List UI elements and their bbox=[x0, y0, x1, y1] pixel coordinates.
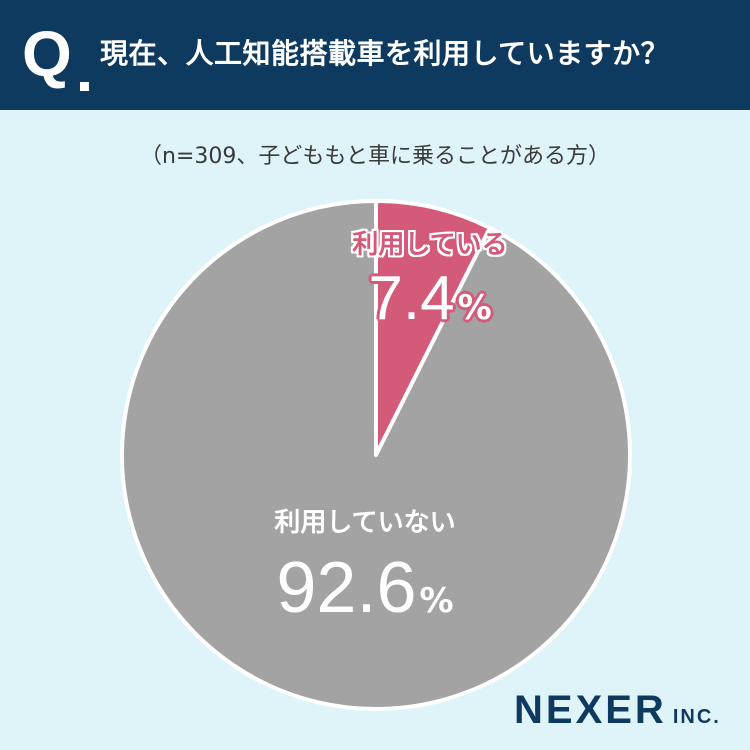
pie-slice-using bbox=[374, 199, 492, 457]
slice-label-not-using-value: 92.6% bbox=[276, 548, 454, 628]
slice-label-not-using-name: 利用していない bbox=[274, 508, 456, 538]
slice-label-not-using: 利用していない 92.6% bbox=[220, 506, 510, 624]
nexer-logo: NEXER INC. bbox=[514, 688, 721, 732]
pie-slice-not-using bbox=[120, 199, 632, 711]
question-header: Q 現在、人工知能搭載車を利用していますか？ bbox=[0, 0, 750, 110]
q-dot bbox=[80, 82, 89, 91]
question-text: 現在、人工知能搭載車を利用していますか？ bbox=[100, 37, 670, 70]
slice-label-using: 利用している 7.4% bbox=[330, 228, 530, 330]
slice-label-using-name: 利用している bbox=[352, 230, 508, 260]
sample-note: （n=309、子どももと車に乗ることがある方） bbox=[140, 144, 610, 169]
slice-label-using-value: 7.4% bbox=[368, 264, 492, 333]
q-mark: Q bbox=[22, 18, 72, 90]
